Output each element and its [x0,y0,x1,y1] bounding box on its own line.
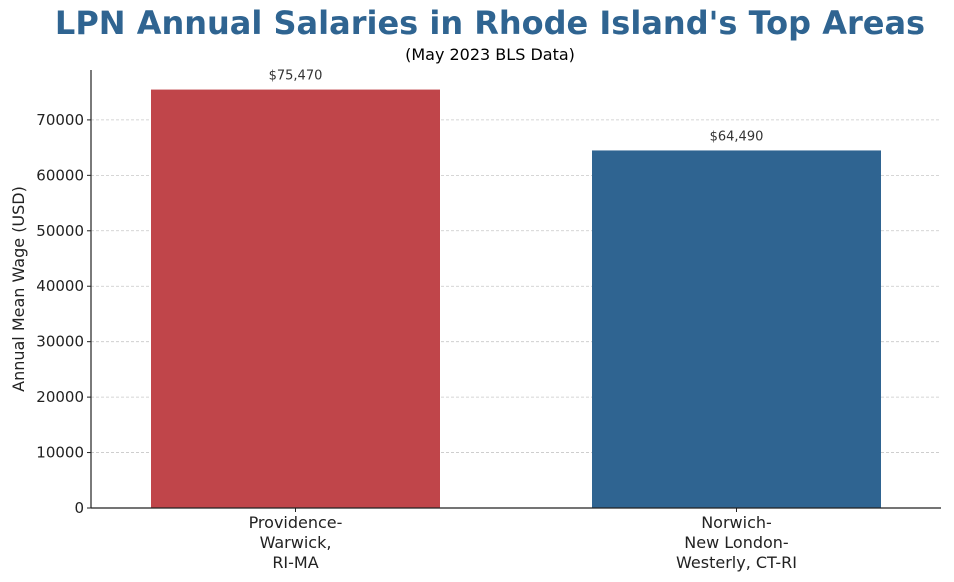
x-tick-label: RI-MA [272,553,318,572]
bar [592,150,881,508]
bar-value-label: $75,470 [269,69,323,84]
x-tick-label: Westerly, CT-RI [676,553,797,572]
chart-subtitle: (May 2023 BLS Data) [405,45,575,64]
y-tick-label: 70000 [36,111,84,129]
x-tick-label: Norwich- [701,513,772,532]
axes [87,70,941,512]
y-tick-label: 10000 [36,444,84,462]
y-tick-label: 50000 [36,222,84,240]
x-tick-label: Warwick, [260,533,332,552]
y-tick-label: 60000 [36,166,84,184]
y-tick-label: 40000 [36,277,84,295]
x-tick-label: New London- [684,533,788,552]
y-tick-label: 30000 [36,333,84,351]
bar [151,89,440,508]
y-axis-label: Annual Mean Wage (USD) [9,186,28,392]
labels: 0 10000 20000 30000 40000 50000 60000 70000 $75,… [9,69,797,572]
chart-title: LPN Annual Salaries in Rhode Island's To… [54,4,926,42]
y-tick-label: 20000 [36,388,84,406]
bar-value-label: $64,490 [710,129,764,144]
y-tick-label: 0 [74,499,84,517]
bars [151,89,881,508]
x-tick-label: Providence- [249,513,343,532]
